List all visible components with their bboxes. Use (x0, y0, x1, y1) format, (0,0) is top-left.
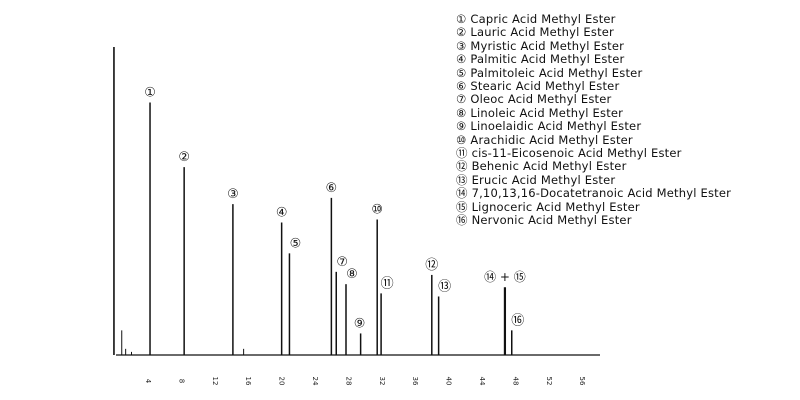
legend-text: Arachidic Acid Methyl Ester (470, 132, 633, 147)
legend-number: ⑤ (456, 65, 471, 80)
legend-text: Erucic Acid Methyl Ester (471, 172, 616, 187)
x-tick-label: 12 (211, 377, 219, 386)
x-tick-label: 8 (177, 379, 185, 383)
x-tick-label: 52 (545, 377, 553, 386)
legend-text: Linoelaidic Acid Methyl Ester (470, 119, 642, 134)
peak-label: ② (178, 150, 190, 165)
x-tick-label: 28 (344, 377, 352, 386)
legend-number: ① (456, 12, 471, 26)
legend-entry: ⑮ Lignoceric Acid Methyl Ester (456, 199, 731, 214)
peak-label: ⑥ (326, 181, 338, 196)
x-tick-label: 56 (578, 377, 586, 386)
x-tick-label: 48 (511, 377, 519, 386)
peak-label: ⑫ (425, 258, 438, 273)
legend-number: ⑩ (456, 132, 471, 147)
peak-label: ⑬ (438, 279, 451, 294)
legend-entry: ⑦ Oleoc Acid Methyl Ester (456, 93, 731, 106)
peak-label: ⑩ (371, 202, 383, 217)
x-tick-label: 4 (144, 379, 152, 384)
legend-number: ② (456, 25, 471, 40)
legend-number: ③ (456, 38, 471, 53)
legend-entry: ⑤ Palmitoleic Acid Methyl Ester (456, 65, 731, 80)
legend-text: Lauric Acid Methyl Ester (470, 25, 614, 40)
legend-entry: ⑪ cis-11-Eicosenoic Acid Methyl Ester (456, 146, 731, 161)
legend-entry: ① Capric Acid Methyl Ester (456, 12, 731, 26)
legend-entry: ⑥ Stearic Acid Methyl Ester (456, 79, 731, 94)
legend-number: ⑥ (456, 79, 471, 94)
legend-text: Capric Acid Methyl Ester (470, 12, 616, 26)
x-tick-label: 20 (278, 377, 286, 386)
legend-entry: ② Lauric Acid Methyl Ester (456, 26, 731, 39)
x-tick-label: 44 (478, 377, 486, 386)
peak-label: ⑪ (381, 276, 394, 291)
peak-legend: ① Capric Acid Methyl Ester ② Lauric Acid … (456, 12, 731, 228)
legend-number: ⑯ (456, 213, 472, 228)
legend-entry: ⑨ Linoelaidic Acid Methyl Ester (456, 120, 731, 133)
peak-label: ③ (227, 187, 239, 202)
x-tick-label: 36 (411, 377, 419, 386)
legend-number: ⑦ (456, 92, 471, 107)
peak-label: ④ (276, 206, 288, 221)
legend-number: ⑭ (456, 186, 472, 201)
peak-label: ① (144, 85, 156, 100)
x-tick-label: 32 (378, 377, 386, 386)
legend-entry: ⑫ Behenic Acid Methyl Ester (456, 160, 731, 173)
legend-text: Lignoceric Acid Methyl Ester (471, 199, 640, 214)
legend-number: ⑪ (456, 146, 472, 161)
legend-text: Myristic Acid Methyl Ester (470, 38, 625, 53)
legend-number: ⑮ (456, 199, 472, 214)
peak-label: ⑯ (511, 313, 524, 328)
legend-text: Palmitic Acid Methyl Ester (470, 52, 625, 67)
legend-text: Nervonic Acid Methyl Ester (471, 213, 632, 228)
legend-text: 7,10,13,16-Docatetranoic Acid Methyl Est… (471, 186, 732, 201)
legend-entry: ⑬ Erucic Acid Methyl Ester (456, 172, 731, 187)
x-tick-label: 16 (244, 377, 252, 386)
x-axis-ticks: 4 8 12 16 20 24 28 32 36 40 44 48 52 56 (144, 377, 586, 386)
x-tick-label: 24 (311, 377, 319, 386)
legend-entry: ⑧ Linoleic Acid Methyl Ester (456, 105, 731, 120)
legend-entry: ⑯ Nervonic Acid Methyl Ester (456, 213, 731, 228)
peak-label: ⑨ (354, 316, 366, 331)
legend-entry: ⑭ 7,10,13,16-Docatetranoic Acid Methyl E… (456, 187, 731, 200)
legend-number: ④ (456, 52, 471, 67)
legend-text: Behenic Acid Methyl Ester (471, 159, 627, 174)
legend-entry: ④ Palmitic Acid Methyl Ester (456, 53, 731, 66)
legend-number: ⑬ (456, 172, 472, 187)
peak-label: ⑭ + ⑮ (484, 270, 526, 284)
x-tick-label: 40 (445, 377, 453, 386)
legend-text: Stearic Acid Methyl Ester (470, 79, 620, 94)
peak-label: ⑤ (290, 236, 302, 251)
legend-number: ⑨ (456, 119, 471, 134)
peak-label: ⑧ (346, 267, 358, 282)
legend-text: Linoleic Acid Methyl Ester (470, 105, 624, 120)
legend-number: ⑫ (456, 159, 472, 174)
peak-label: ⑦ (336, 255, 348, 270)
chromatogram-plot (113, 47, 600, 356)
legend-text: Oleoc Acid Methyl Ester (470, 92, 612, 107)
legend-text: Palmitoleic Acid Methyl Ester (470, 65, 643, 80)
legend-text: cis-11-Eicosenoic Acid Methyl Ester (471, 146, 682, 161)
legend-number: ⑧ (456, 105, 471, 120)
legend-entry: ③ Myristic Acid Methyl Ester (456, 38, 731, 53)
legend-entry: ⑩ Arachidic Acid Methyl Ester (456, 132, 731, 147)
